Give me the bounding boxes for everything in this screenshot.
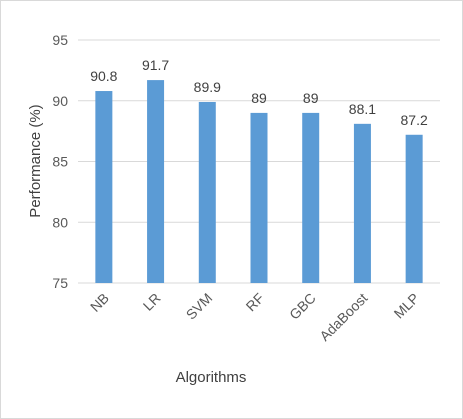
x-tick-label: MLP [391, 290, 423, 322]
data-label: 89.9 [194, 79, 221, 95]
data-label: 87.2 [401, 112, 428, 128]
y-tick-label: 80 [52, 214, 68, 230]
x-axis-title: Algorithms [176, 369, 247, 386]
x-tick-label: SVM [183, 290, 216, 323]
data-label: 88.1 [349, 101, 376, 117]
y-tick-label: 85 [52, 154, 68, 170]
y-axis-title: Performance (%) [27, 104, 44, 217]
data-label: 89 [303, 90, 319, 106]
y-tick-label: 75 [52, 275, 68, 291]
x-tick-label: LR [140, 290, 164, 314]
x-tick-label: AdaBoost [316, 290, 370, 344]
y-tick-label: 90 [52, 93, 68, 109]
bar [198, 101, 216, 283]
bar [250, 112, 268, 284]
data-labels: 90.8 91.7 89.9 89 89 88.1 87.2 [90, 57, 428, 128]
x-tick-label: RF [243, 290, 268, 315]
data-label: 90.8 [90, 68, 117, 84]
y-tick-label: 95 [52, 32, 68, 48]
x-tick-label: NB [87, 290, 112, 315]
y-axis-ticks: 75 80 85 90 95 [52, 32, 68, 291]
x-tick-label: GBC [286, 290, 319, 323]
bar [405, 134, 423, 283]
data-label: 91.7 [142, 57, 169, 73]
bar [147, 80, 165, 283]
data-label: 89 [251, 90, 267, 106]
bar [95, 91, 113, 283]
bar [353, 123, 371, 284]
bar [302, 112, 320, 284]
bars [95, 80, 423, 284]
